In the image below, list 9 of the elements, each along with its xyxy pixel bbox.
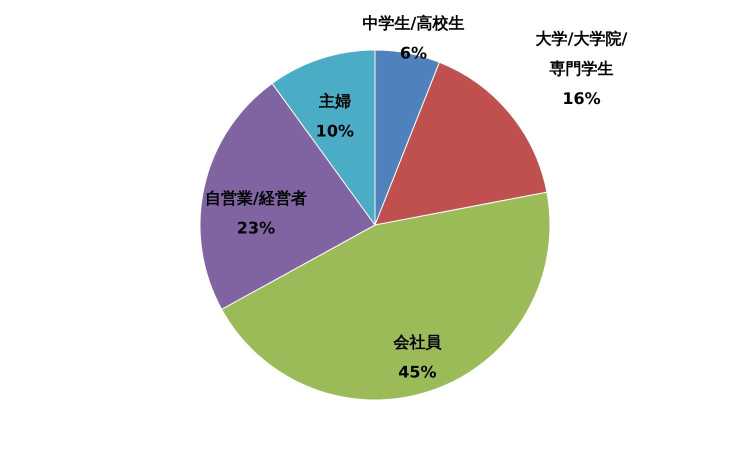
data-label: 23%: [236, 218, 276, 238]
data-label: 45%: [398, 362, 436, 382]
slice-label: 自営業/経営者: [205, 188, 307, 208]
slice-label: 会社員: [392, 332, 442, 352]
slice-label: 大学/大学院/専門学生: [536, 29, 628, 78]
slice-label: 主婦: [318, 91, 351, 110]
data-label: 10%: [316, 121, 354, 140]
slice-label: 中学生/高校生: [362, 14, 464, 33]
data-label: 16%: [562, 89, 601, 108]
